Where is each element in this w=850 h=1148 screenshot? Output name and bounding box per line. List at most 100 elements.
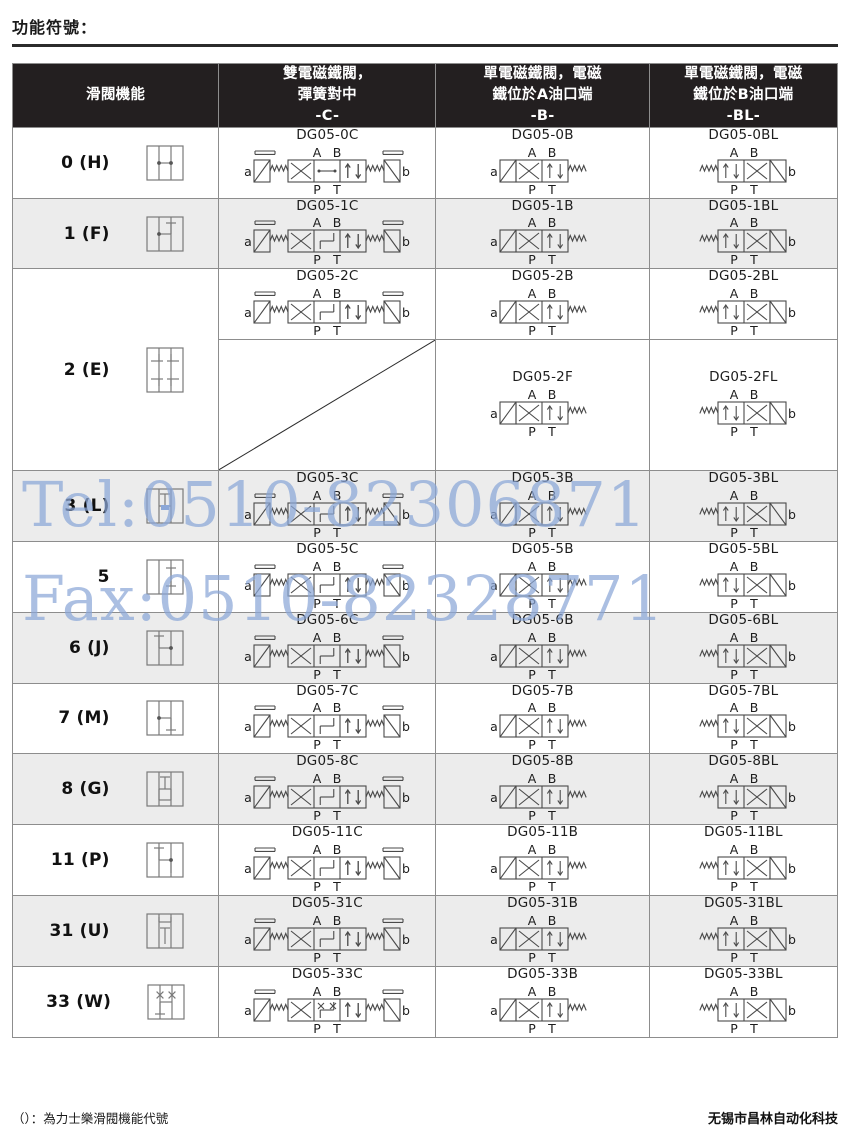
port-label-b: b <box>788 234 796 249</box>
port-label-a: a <box>490 861 498 876</box>
port-label-B: B <box>547 387 556 402</box>
port-label-B: B <box>750 215 759 230</box>
valve-symbol-B: A B P Ta <box>490 984 587 1036</box>
valve-symbol-BL: A B P Tb <box>699 700 796 752</box>
port-label-P: P <box>528 950 536 965</box>
model-code: DG05-7BL <box>708 682 779 699</box>
port-label-A: A <box>313 559 322 574</box>
port-label-A: A <box>730 913 739 928</box>
model-code: DG05-3BL <box>708 470 779 487</box>
port-label-B: B <box>750 771 759 786</box>
port-label-b: b <box>788 578 796 593</box>
header-single-solenoid-b: 單電磁鐵閥，電磁 鐵位於B油口端 -BL- <box>648 63 839 128</box>
port-label-B: B <box>547 913 556 928</box>
function-code: 8 (G) <box>61 779 110 800</box>
port-label-b: b <box>788 649 796 664</box>
port-label-T: T <box>750 808 759 823</box>
function-cell: 5 <box>11 540 220 613</box>
port-label-T: T <box>547 950 556 965</box>
model-code: DG05-33BL <box>704 965 783 982</box>
model-code: DG05-5BL <box>708 540 779 557</box>
function-code: 1 (F) <box>63 223 110 244</box>
port-label-A: A <box>313 913 322 928</box>
table-row: 6 (J) DG05-6C <box>11 611 839 684</box>
port-label-B: B <box>750 559 759 574</box>
port-label-T: T <box>547 424 556 439</box>
port-label-A: A <box>730 559 739 574</box>
model-code: DG05-6BL <box>708 611 779 628</box>
port-label-A: A <box>527 387 536 402</box>
port-label-T: T <box>333 950 342 965</box>
function-cell: 3 (L) <box>11 470 220 542</box>
port-label-T: T <box>547 879 556 894</box>
port-label-B: B <box>333 700 342 715</box>
port-label-b: b <box>788 719 796 734</box>
header-b-line1: 單電磁鐵閥，電磁 <box>483 66 602 82</box>
port-label-P: P <box>314 1021 322 1036</box>
port-label-P: P <box>731 879 739 894</box>
port-label-A: A <box>730 771 739 786</box>
table-row: 2 (E) DG05-2C <box>11 268 839 472</box>
valve-symbol-C: A B P Ta b <box>245 215 411 267</box>
port-label-P: P <box>314 525 322 540</box>
port-label-a: a <box>245 861 253 876</box>
port-label-a: a <box>490 234 498 249</box>
port-label-T: T <box>333 525 342 540</box>
port-label-T: T <box>333 596 342 611</box>
valve-symbol-BL: A B P Tb <box>699 145 796 197</box>
port-label-A: A <box>730 387 739 402</box>
port-label-B: B <box>547 215 556 230</box>
port-label-a: a <box>490 406 498 421</box>
port-label-T: T <box>750 424 759 439</box>
spool-glyph-U <box>146 913 184 949</box>
model-code: DG05-2C <box>296 268 359 285</box>
model-code: DG05-11C <box>291 824 363 841</box>
port-label-P: P <box>731 737 739 752</box>
page-footer: （）：為力士樂滑閥機能代號 无锡市昌林自动化科技 <box>12 1108 838 1127</box>
port-label-A: A <box>527 984 536 999</box>
port-label-B: B <box>333 842 342 857</box>
port-label-b: b <box>788 305 796 320</box>
port-label-T: T <box>547 737 556 752</box>
valve-symbol-B: A B P Ta <box>490 488 587 540</box>
port-label-T: T <box>333 808 342 823</box>
port-label-a: a <box>490 578 498 593</box>
port-label-P: P <box>731 424 739 439</box>
port-label-B: B <box>333 145 342 160</box>
port-label-A: A <box>527 842 536 857</box>
port-label-B: B <box>547 488 556 503</box>
port-label-B: B <box>750 842 759 857</box>
port-label-b: b <box>788 932 796 947</box>
valve-symbol-C: A B P Ta b <box>245 771 411 823</box>
port-label-a: a <box>245 790 253 805</box>
port-label-B: B <box>547 559 556 574</box>
port-label-P: P <box>528 182 536 197</box>
port-label-T: T <box>750 667 759 682</box>
port-label-a: a <box>245 234 253 249</box>
model-code: DG05-31B <box>507 895 579 912</box>
header-bl-line1: 單電磁鐵閥，電磁 <box>684 66 803 82</box>
spool-glyph-J <box>146 630 184 666</box>
model-code: DG05-1BL <box>708 197 779 214</box>
port-label-A: A <box>730 215 739 230</box>
port-label-A: A <box>313 488 322 503</box>
port-label-P: P <box>731 950 739 965</box>
model-code: DG05-3C <box>296 470 359 487</box>
port-label-T: T <box>750 1021 759 1036</box>
spool-glyph-F <box>146 215 184 252</box>
port-label-a: a <box>245 164 253 179</box>
table-row: 0 (H) DG05-0C <box>11 126 839 199</box>
function-code: 6 (J) <box>68 637 110 658</box>
